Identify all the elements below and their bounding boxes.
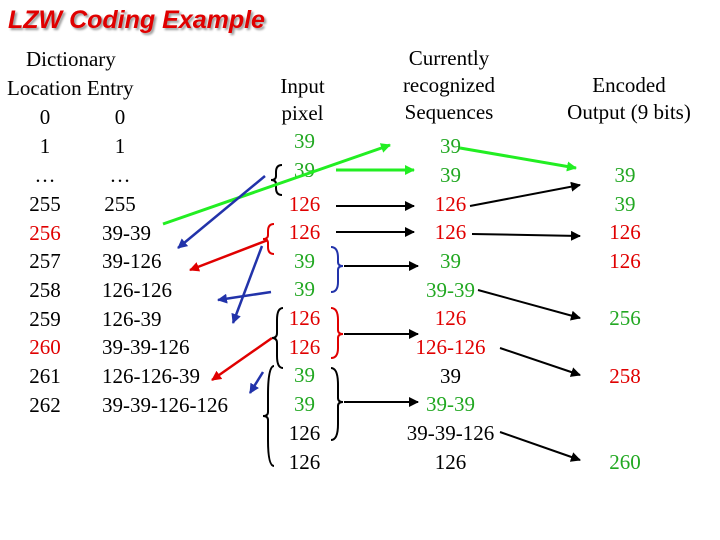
dictionary-location: … <box>34 163 56 187</box>
dictionary-entry: 39-126 <box>102 249 162 273</box>
dictionary-header: Dictionary <box>26 47 116 71</box>
black-arrow <box>499 347 581 377</box>
input-pixel: 126 <box>288 306 321 330</box>
recognized-sequence: 39 <box>440 134 461 158</box>
dictionary-entry: … <box>109 163 131 187</box>
dictionary-entry: 126-39 <box>102 307 162 331</box>
input-pixel-header: Input pixel <box>270 73 335 127</box>
header-line: Currently <box>408 46 490 70</box>
dictionary-location: 261 <box>29 364 61 388</box>
encoded-output-header: Encoded Output (9 bits) <box>548 72 710 126</box>
blue-arrow <box>248 371 265 394</box>
dictionary-entry: 39-39-126 <box>102 335 190 359</box>
header-line: Encoded <box>592 73 666 97</box>
bracket <box>262 223 275 255</box>
input-pixel: 39 <box>294 158 315 182</box>
bracket <box>330 367 344 441</box>
blue-arrow <box>231 245 264 324</box>
dictionary-location: 262 <box>29 393 61 417</box>
input-pixel: 126 <box>288 335 321 359</box>
page-title: LZW Coding Example <box>8 6 265 34</box>
bracket <box>330 246 344 293</box>
recognized-sequence: 39 <box>440 249 461 273</box>
dictionary-location: 260 <box>29 335 61 359</box>
dictionary-location: 256 <box>29 221 61 245</box>
dictionary-entry: 126-126-39 <box>102 364 200 388</box>
header-line: recognized <box>402 73 496 97</box>
encoded-output-value: 39 <box>614 163 636 187</box>
header-line: Output (9 bits) <box>567 100 691 124</box>
input-pixel: 126 <box>288 192 321 216</box>
recognized-sequences-header: Currently recognized Sequences <box>383 45 515 126</box>
input-pixel: 39 <box>294 249 315 273</box>
header-line: pixel <box>281 101 324 125</box>
recognized-sequence: 39-39-126 <box>406 421 495 445</box>
encoded-output-value: 258 <box>609 364 641 388</box>
input-pixel: 39 <box>294 129 315 153</box>
location-entry-header: Location Entry <box>7 76 134 100</box>
input-pixel: 126 <box>288 421 321 445</box>
dictionary-entry: 126-126 <box>102 278 172 302</box>
encoded-output-value: 256 <box>609 306 641 330</box>
input-pixel: 39 <box>294 277 315 301</box>
input-pixel: 126 <box>288 450 321 474</box>
input-pixel: 126 <box>288 220 321 244</box>
dictionary-location: 259 <box>29 307 61 331</box>
dictionary-location: 1 <box>39 134 51 158</box>
input-pixel: 39 <box>294 363 315 387</box>
input-pixel: 39 <box>294 392 315 416</box>
dictionary-location: 257 <box>29 249 61 273</box>
recognized-sequence: 39-39 <box>426 278 475 302</box>
dictionary-entry: 39-39 <box>102 221 151 245</box>
dictionary-entry: 39-39-126-126 <box>102 393 228 417</box>
recognized-sequence: 126-126 <box>415 335 486 359</box>
blue-arrow <box>177 175 266 249</box>
dictionary-entry: 255 <box>104 192 136 216</box>
dictionary-location: 0 <box>39 105 51 129</box>
red-arrow <box>211 336 273 382</box>
encoded-output-value: 126 <box>609 249 641 273</box>
encoded-output-value: 39 <box>614 192 636 216</box>
dictionary-entry: 1 <box>114 134 126 158</box>
bracket <box>262 365 275 467</box>
recognized-sequence: 126 <box>434 450 467 474</box>
recognized-sequence: 39 <box>440 163 461 187</box>
recognized-sequence: 39 <box>440 364 461 388</box>
blue-arrow <box>217 290 272 304</box>
black-arrow <box>499 431 581 462</box>
dictionary-location: 258 <box>29 278 61 302</box>
header-line: Sequences <box>404 100 494 124</box>
red-arrow <box>189 238 269 272</box>
dictionary-location: 255 <box>29 192 61 216</box>
encoded-output-value: 126 <box>609 220 641 244</box>
bracket <box>330 307 344 359</box>
encoded-output-value: 260 <box>609 450 641 474</box>
recognized-sequence: 126 <box>434 192 467 216</box>
recognized-sequence: 126 <box>434 220 467 244</box>
recognized-sequence: 126 <box>434 306 467 330</box>
recognized-sequence: 39-39 <box>426 392 475 416</box>
dictionary-entry: 0 <box>114 105 126 129</box>
header-line: Input <box>280 74 325 98</box>
